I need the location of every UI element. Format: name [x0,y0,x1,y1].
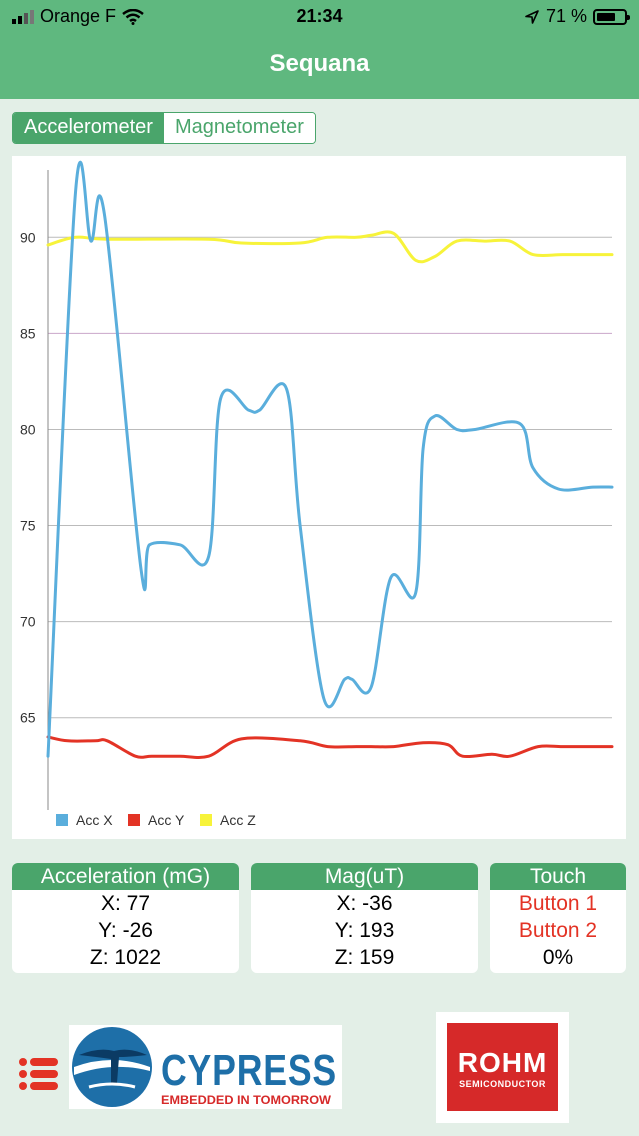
wifi-icon [122,8,144,25]
mag-card-title: Mag(uT) [251,863,478,890]
tab-accelerometer[interactable]: Accelerometer [13,113,164,143]
page-title: Sequana [269,50,370,77]
svg-text:CYPRESS: CYPRESS [161,1046,337,1095]
clock: 21:34 [296,6,343,26]
menu-icon[interactable] [18,1057,60,1091]
signal-icon [12,9,34,24]
location-icon [525,9,539,24]
legend-label-acc-y: Acc Y [148,812,185,828]
mag-z: Z: 159 [334,946,395,969]
legend-swatch-acc-x [56,814,68,826]
battery-percent: 71 % [545,6,587,26]
carrier-label: Orange F [40,6,117,26]
battery-icon [593,8,630,25]
status-bar: Orange F 21:34 71 % [0,0,639,34]
sensor-segmented-control: Accelerometer Magnetometer [12,112,316,144]
tab-magnetometer[interactable]: Magnetometer [163,113,315,143]
touch-card: Touch Button 1 Button 2 0% [490,863,626,973]
cypress-logo: CYPRESS EMBEDDED IN TOMORROW [69,1025,342,1109]
y-tick-label: 70 [20,614,36,630]
legend-label-acc-z: Acc Z [220,812,256,828]
series-line-acc-x [46,160,614,758]
series-line-acc-z [46,230,614,264]
top-bar: Orange F 21:34 71 % Sequana [0,0,639,99]
touch-card-title: Touch [490,863,626,890]
touch-button-1: Button 1 [518,892,598,915]
rohm-logo-text: ROHM [457,1047,548,1078]
y-tick-label: 80 [20,421,36,437]
acceleration-card-title: Acceleration (mG) [12,863,239,890]
legend-swatch-acc-y [128,814,140,826]
svg-text:EMBEDDED IN TOMORROW: EMBEDDED IN TOMORROW [161,1093,332,1107]
chart-canvas: 65 70 75 80 85 90 Acc X Acc Y Acc Z [20,160,614,828]
acceleration-z: Z: 1022 [89,946,162,969]
touch-slider-value: 0% [542,946,574,969]
mag-y: Y: 193 [334,919,395,942]
mag-x: X: -36 [336,892,393,915]
y-tick-label: 85 [20,325,36,341]
legend-label-acc-x: Acc X [76,812,113,828]
y-tick-label: 75 [20,518,36,534]
legend-swatch-acc-z [200,814,212,826]
touch-button-2: Button 2 [518,919,598,942]
mag-card: Mag(uT) X: -36 Y: 193 Z: 159 [251,863,478,973]
line-chart: 65 70 75 80 85 90 Acc X Acc Y Acc Z [12,156,626,839]
acceleration-y: Y: -26 [98,919,153,942]
rohm-logo-subtext: SEMICONDUCTOR [459,1079,546,1089]
y-tick-label: 65 [20,710,36,726]
acceleration-x: X: 77 [100,892,151,915]
y-tick-label: 90 [20,229,36,245]
rohm-logo: ROHM SEMICONDUCTOR [436,1012,569,1123]
acceleration-card: Acceleration (mG) X: 77 Y: -26 Z: 1022 [12,863,239,973]
series-line-acc-y [46,735,614,759]
